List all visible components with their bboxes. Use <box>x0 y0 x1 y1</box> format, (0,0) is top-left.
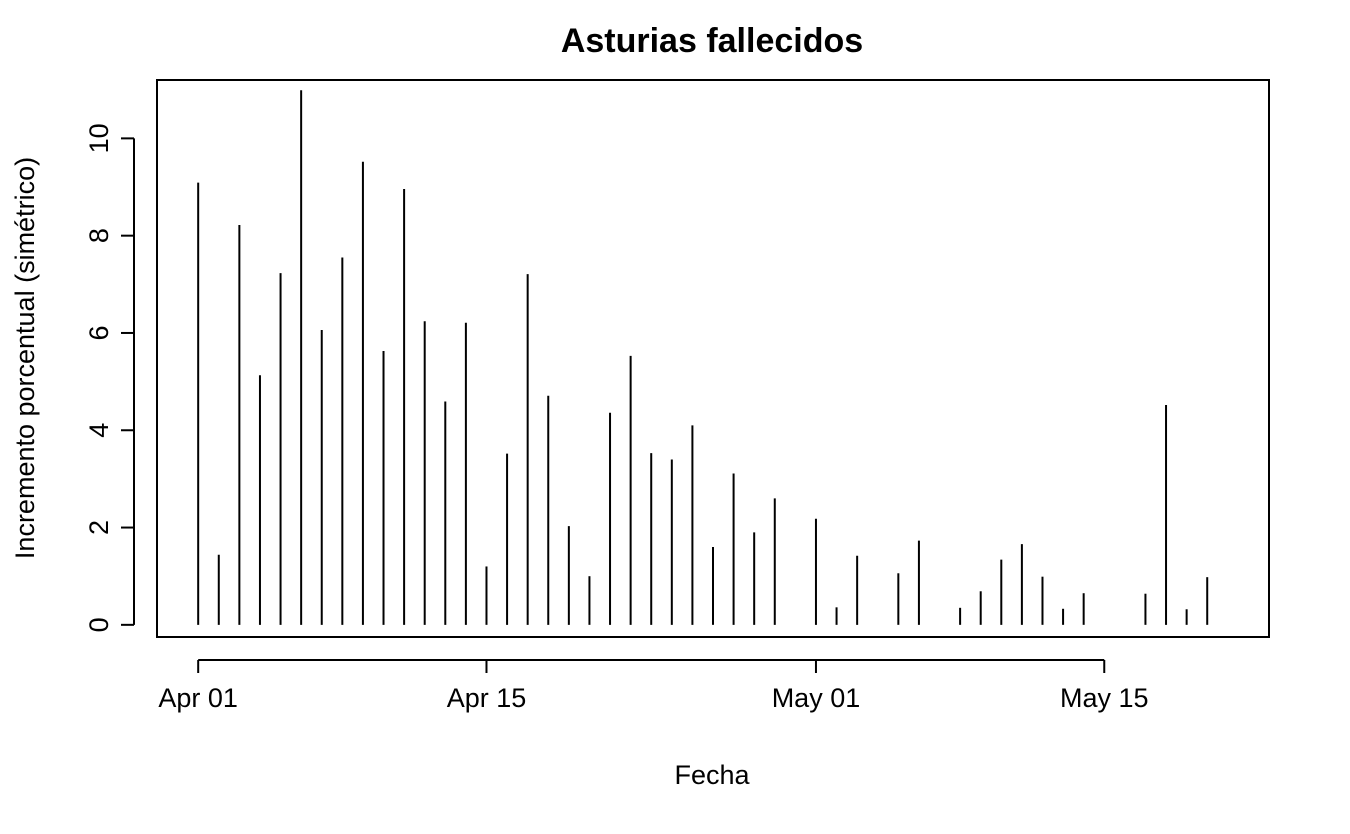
y-tick-label: 8 <box>84 228 114 243</box>
y-tick-label: 4 <box>84 423 114 438</box>
y-tick-label: 10 <box>84 123 114 153</box>
y-axis: 0 2 4 6 8 10 <box>84 123 135 632</box>
x-axis: Apr 01 Apr 15 May 01 May 15 <box>158 659 1149 713</box>
x-tick-label: Apr 01 <box>158 683 238 713</box>
y-tick-label: 0 <box>84 617 114 632</box>
x-tick-label: Apr 15 <box>447 683 527 713</box>
chart-title: Asturias fallecidos <box>561 22 863 60</box>
y-axis-label: Incremento porcentual (simétrico) <box>10 157 40 559</box>
y-tick-label: 2 <box>84 520 114 535</box>
x-axis-label: Fecha <box>674 760 750 790</box>
bars-group <box>197 90 1209 625</box>
plot-area-frame <box>156 79 1270 638</box>
x-tick-label: May 15 <box>1060 683 1149 713</box>
x-tick-label: May 01 <box>772 683 861 713</box>
y-tick-label: 6 <box>84 325 114 340</box>
